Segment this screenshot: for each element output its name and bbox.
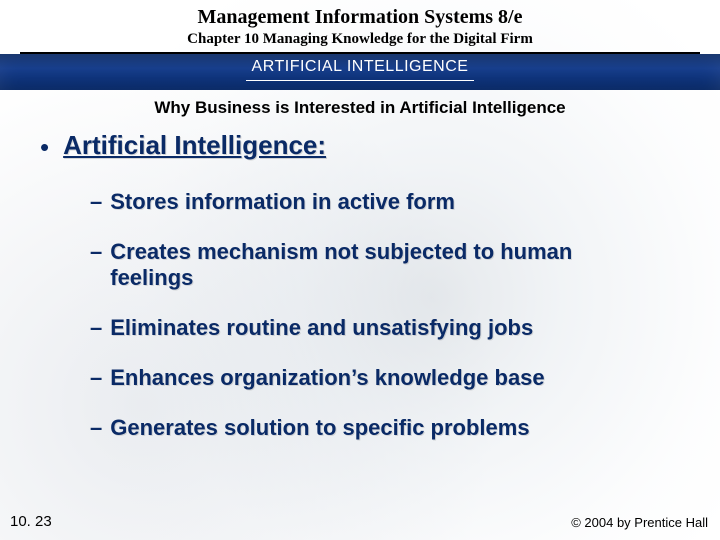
list-item-text: Generates solution to specific problems xyxy=(110,415,529,441)
list-item: – Stores information in active form xyxy=(90,189,650,215)
bullet-main-label: Artificial Intelligence: xyxy=(63,130,326,161)
copyright: © 2004 by Prentice Hall xyxy=(571,515,708,530)
list-item-text: Creates mechanism not subjected to human… xyxy=(110,239,650,291)
dash-icon: – xyxy=(90,315,102,341)
list-item: – Creates mechanism not subjected to hum… xyxy=(90,239,650,291)
list-item-text: Stores information in active form xyxy=(110,189,455,215)
dash-icon: – xyxy=(90,189,102,215)
list-item-text: Enhances organization’s knowledge base xyxy=(110,365,544,391)
section-title: ARTIFICIAL INTELLIGENCE xyxy=(0,58,720,76)
chapter-title: Chapter 10 Managing Knowledge for the Di… xyxy=(0,31,720,48)
bullet-main: • Artificial Intelligence: xyxy=(40,130,690,161)
content-area: • Artificial Intelligence: – Stores info… xyxy=(40,130,690,441)
slide-number: 10. 23 xyxy=(10,513,52,530)
list-item-text: Eliminates routine and unsatisfying jobs xyxy=(110,315,533,341)
bullet-dot-icon: • xyxy=(40,134,49,160)
dash-icon: – xyxy=(90,415,102,441)
dash-icon: – xyxy=(90,239,102,265)
list-item: – Generates solution to specific problem… xyxy=(90,415,650,441)
book-title: Management Information Systems 8/e xyxy=(0,6,720,29)
title-block: Management Information Systems 8/e Chapt… xyxy=(0,0,720,48)
sub-bullet-list: – Stores information in active form – Cr… xyxy=(90,189,690,441)
slide: Management Information Systems 8/e Chapt… xyxy=(0,0,720,540)
dash-icon: – xyxy=(90,365,102,391)
list-item: – Eliminates routine and unsatisfying jo… xyxy=(90,315,650,341)
section-underline xyxy=(246,80,474,81)
slide-subheading: Why Business is Interested in Artificial… xyxy=(0,98,720,118)
list-item: – Enhances organization’s knowledge base xyxy=(90,365,650,391)
